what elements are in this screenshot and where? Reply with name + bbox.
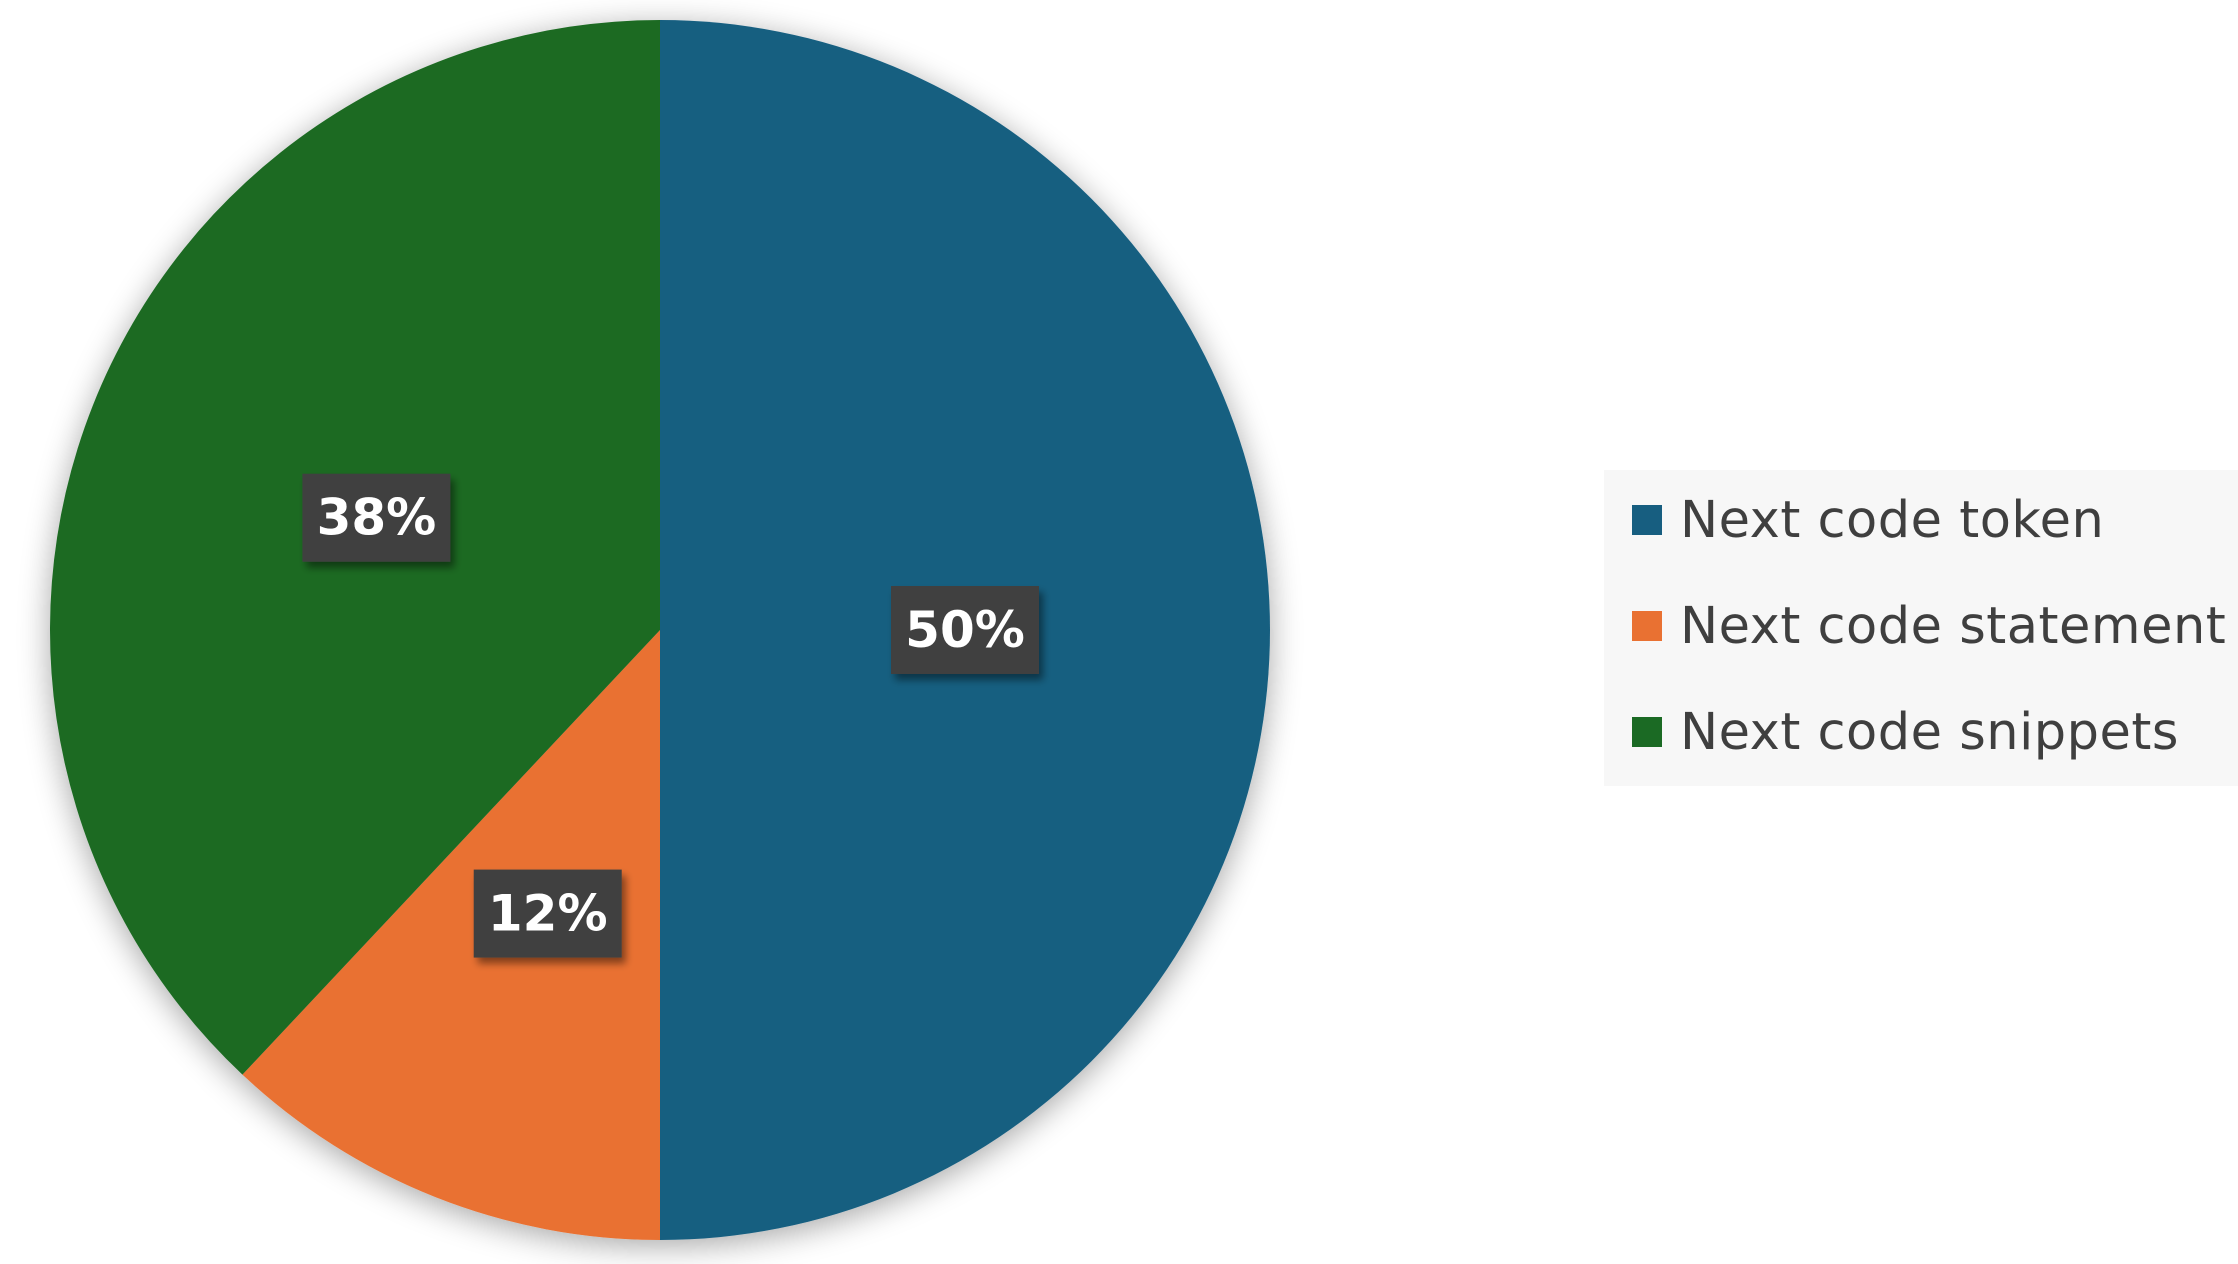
data-label-box bbox=[473, 869, 622, 958]
legend-label: Next code token bbox=[1680, 490, 2105, 550]
legend-label: Next code snippets bbox=[1680, 702, 2179, 762]
legend-label: Next code statement bbox=[1680, 596, 2227, 656]
data-label-next-code-statement: 12% bbox=[473, 869, 622, 958]
data-label-text: 38% bbox=[317, 489, 437, 547]
pie-slices bbox=[49, 20, 1270, 1240]
data-label-box bbox=[302, 473, 451, 562]
data-label-next-code-token: 50% bbox=[891, 586, 1039, 674]
legend-swatch bbox=[1632, 505, 1662, 535]
legend-item-next-code-token: Next code token bbox=[1632, 490, 2104, 550]
legend-swatch bbox=[1632, 717, 1662, 747]
legend-item-next-code-snippets: Next code snippets bbox=[1632, 702, 2179, 762]
legend-swatch bbox=[1632, 611, 1662, 641]
data-label-next-code-snippets: 38% bbox=[302, 473, 451, 562]
pie-slice-next-code-statement bbox=[242, 630, 660, 1240]
legend-item-next-code-statement: Next code statement bbox=[1632, 596, 2226, 656]
data-label-text: 12% bbox=[488, 885, 608, 943]
chart-legend: Next code token Next code statement Next… bbox=[1604, 470, 2238, 786]
data-label-text: 50% bbox=[905, 601, 1025, 659]
data-label-box bbox=[891, 586, 1039, 674]
pie-data-labels: 50% 12% 38% bbox=[302, 473, 1039, 958]
